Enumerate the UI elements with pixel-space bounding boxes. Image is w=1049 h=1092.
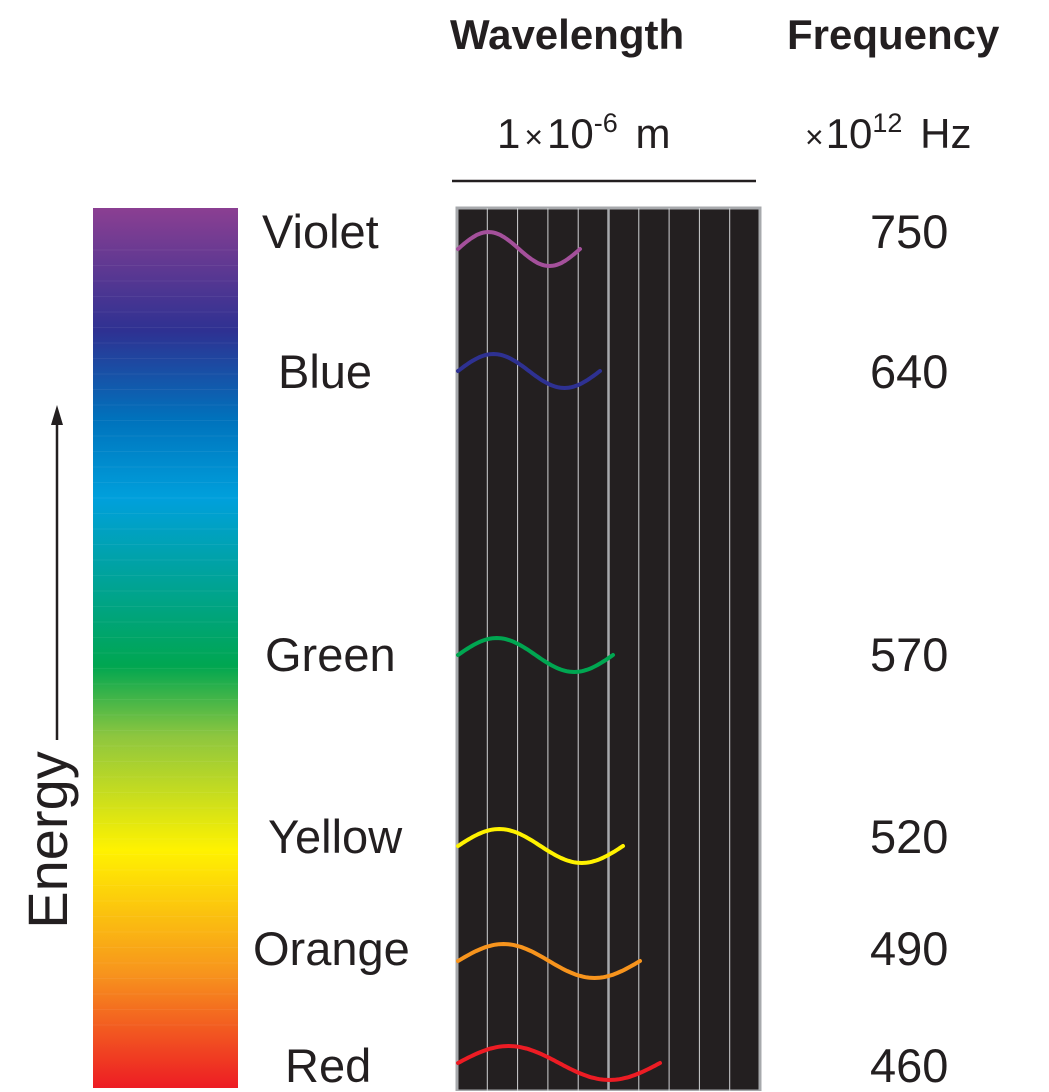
spectrum-bar: [93, 208, 238, 1088]
frequency-blue: 640: [870, 345, 949, 398]
color-name-violet: Violet: [262, 205, 379, 258]
wavelength-unit-exp: -6: [593, 108, 618, 138]
wave-violet: [456, 229, 582, 269]
frequency-unit-exp: 12: [872, 108, 903, 138]
frequency-yellow: 520: [870, 810, 949, 863]
frequency-title: Frequency: [787, 11, 1000, 58]
wave-yellow: [456, 826, 625, 866]
color-name-red: Red: [285, 1039, 372, 1092]
frequency-unit-times: ×: [805, 119, 824, 155]
wavelength-waves: [456, 229, 662, 1083]
frequency-unit-base: 10: [825, 110, 873, 157]
color-name-blue: Blue: [278, 345, 373, 398]
frequency-violet: 750: [870, 205, 949, 258]
wavelength-grid: [486, 208, 731, 1091]
wavelength-unit-times: ×: [524, 119, 544, 155]
wavelength-unit: 1 ×10-6 m: [497, 110, 671, 157]
frequency-unit: ×1012 Hz: [805, 110, 972, 157]
frequency-orange: 490: [870, 922, 949, 975]
color-name-yellow: Yellow: [268, 810, 403, 863]
wave-blue: [456, 351, 602, 391]
wavelength-title: Wavelength: [450, 11, 685, 58]
energy-label: Energy: [16, 751, 79, 929]
wavelength-unit-prefix: 1: [497, 110, 521, 157]
energy-arrow-head: [51, 405, 63, 425]
wavelength-unit-base: 10: [547, 110, 594, 157]
wave-orange: [456, 941, 642, 981]
frequency-red: 460: [870, 1039, 949, 1092]
frequency-green: 570: [870, 628, 949, 681]
spectrum-bands: [93, 249, 238, 1026]
color-name-green: Green: [265, 628, 396, 681]
frequency-unit-suffix: Hz: [920, 110, 972, 157]
color-name-orange: Orange: [253, 922, 410, 975]
wave-green: [456, 635, 615, 675]
wavelength-unit-suffix: m: [635, 110, 671, 157]
wave-red: [456, 1043, 662, 1083]
